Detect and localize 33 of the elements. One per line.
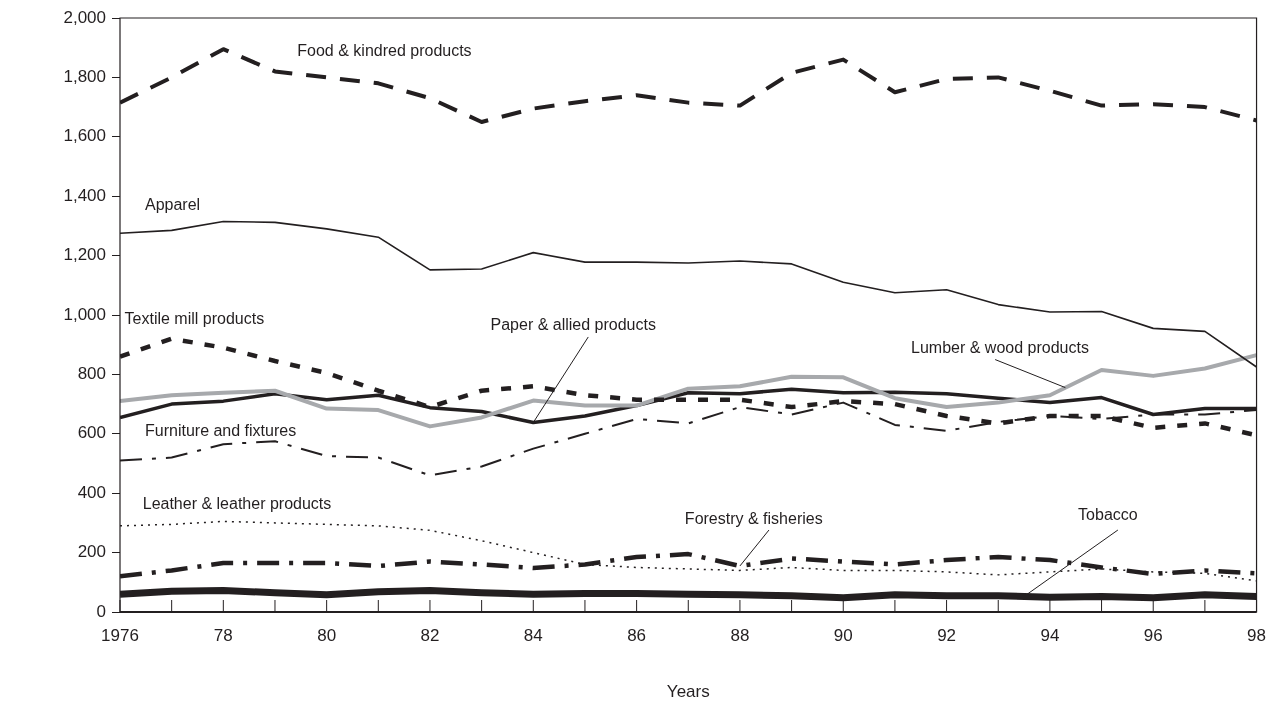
text: Tobacco — [1078, 505, 1138, 523]
x-tick-label: 82 — [420, 625, 440, 645]
y-tick-label: 400 — [77, 482, 106, 502]
series-label: Lumber & wood products — [911, 338, 1089, 356]
y-tick-label: 800 — [77, 364, 106, 384]
y-tick-label: 600 — [77, 423, 106, 443]
series-label: Forestry & fisheries — [684, 510, 823, 528]
text: Paper & allied products — [490, 315, 656, 333]
series-label: Food & kindred products — [297, 42, 472, 60]
x-tick-label: 92 — [937, 625, 957, 645]
y-tick-label: 1,600 — [63, 126, 106, 146]
y-tick-label: 200 — [77, 542, 106, 562]
y-tick-label: 1,800 — [63, 67, 106, 87]
x-tick-label: 84 — [523, 625, 543, 645]
x-tick-label: 86 — [627, 625, 647, 645]
x-tick-label: 80 — [317, 625, 337, 645]
x-axis-title: Years — [666, 682, 710, 702]
x-tick-label: 1976 — [101, 625, 139, 645]
series-label: Apparel — [145, 195, 201, 213]
x-tick-label: 94 — [1040, 625, 1060, 645]
series-label: Leather & leather products — [142, 495, 332, 513]
x-tick-label: 90 — [833, 625, 853, 645]
x-tick-label: 96 — [1143, 625, 1163, 645]
x-tick-label: 88 — [730, 625, 750, 645]
y-tick-label: 1,200 — [63, 245, 106, 265]
x-tick-label: 98 — [1247, 625, 1267, 645]
y-tick-label: 0 — [96, 601, 106, 621]
series-label: Textile mill products — [124, 310, 265, 328]
y-tick-label: 1,000 — [63, 304, 106, 324]
series-label: Furniture and fixtures — [145, 422, 297, 440]
y-tick-label: 2,000 — [63, 7, 106, 27]
x-tick-label: 78 — [213, 625, 233, 645]
y-tick-label: 1,400 — [63, 185, 106, 205]
